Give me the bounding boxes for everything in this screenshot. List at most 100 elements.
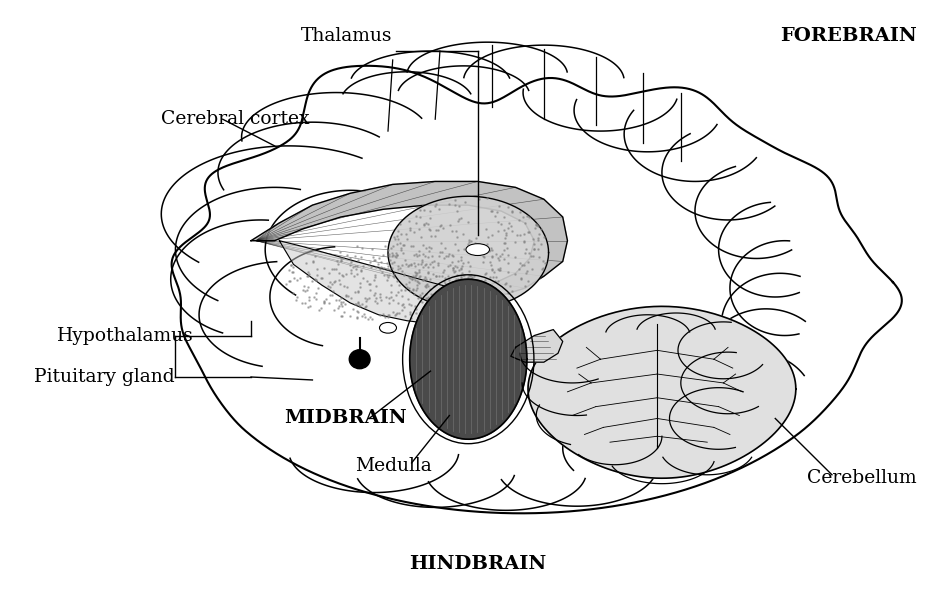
Point [353, 302, 368, 311]
Point [373, 262, 388, 271]
Point [340, 282, 355, 292]
Point [313, 274, 328, 283]
Point [498, 233, 513, 242]
Point [431, 285, 447, 295]
Point [416, 206, 431, 215]
Point [431, 296, 447, 306]
Point [401, 299, 416, 309]
Point [412, 292, 428, 301]
Point [420, 281, 435, 290]
Point [432, 247, 447, 256]
Point [450, 217, 465, 226]
Point [497, 238, 512, 248]
Point [533, 224, 548, 233]
Point [485, 206, 500, 216]
Point [289, 275, 305, 285]
Point [392, 238, 407, 248]
Point [509, 230, 524, 240]
Point [415, 249, 430, 258]
Point [408, 275, 423, 285]
Point [450, 245, 465, 254]
Point [368, 296, 383, 306]
Point [443, 304, 458, 313]
Point [479, 268, 494, 278]
Point [382, 255, 397, 264]
Ellipse shape [466, 244, 489, 255]
Point [395, 248, 411, 258]
Text: Hypothalamus: Hypothalamus [58, 327, 194, 345]
Point [329, 295, 344, 305]
Point [438, 278, 453, 287]
Point [417, 252, 432, 261]
Point [476, 298, 491, 307]
Point [525, 251, 540, 261]
Point [337, 281, 352, 290]
Point [402, 260, 417, 269]
Point [456, 270, 471, 280]
Point [375, 267, 390, 276]
Point [354, 266, 369, 276]
Point [407, 273, 422, 283]
Point [486, 293, 501, 302]
Point [490, 290, 505, 300]
Point [452, 283, 467, 293]
Point [480, 296, 495, 306]
Polygon shape [171, 66, 902, 513]
Point [286, 262, 301, 271]
Point [380, 312, 395, 321]
Point [348, 264, 363, 274]
Point [503, 282, 518, 291]
Point [413, 260, 429, 269]
Point [379, 270, 394, 279]
Point [380, 310, 395, 320]
Point [308, 276, 324, 285]
Point [457, 198, 472, 207]
Point [446, 263, 461, 272]
Text: Cerebellum: Cerebellum [807, 469, 917, 486]
Point [517, 236, 532, 246]
Point [534, 264, 550, 274]
Point [412, 251, 427, 260]
Point [407, 251, 422, 260]
Point [491, 226, 506, 236]
Point [493, 263, 508, 273]
Point [455, 261, 470, 270]
Point [413, 232, 429, 241]
Point [407, 258, 422, 268]
Point [421, 295, 436, 304]
Point [536, 232, 552, 242]
Point [422, 259, 437, 268]
Point [320, 281, 335, 290]
Point [394, 245, 409, 255]
Point [452, 288, 467, 298]
Point [393, 263, 408, 273]
Point [517, 282, 533, 291]
Point [347, 261, 362, 270]
Point [419, 294, 434, 304]
Point [437, 286, 452, 295]
Point [430, 300, 446, 309]
Point [428, 225, 443, 235]
Point [411, 259, 426, 268]
Point [373, 257, 388, 267]
Point [467, 289, 482, 298]
Point [386, 273, 401, 282]
Point [512, 264, 527, 274]
Point [297, 286, 312, 296]
Point [464, 270, 479, 280]
Point [342, 311, 358, 321]
Point [532, 229, 547, 239]
Point [497, 225, 512, 234]
Point [418, 290, 433, 299]
Point [455, 298, 470, 307]
Point [408, 301, 423, 310]
Point [345, 305, 360, 314]
Point [350, 269, 365, 279]
Point [367, 255, 382, 265]
Point [427, 256, 442, 266]
Point [396, 302, 412, 312]
Point [461, 270, 476, 279]
Point [417, 281, 432, 290]
Point [409, 280, 424, 289]
Point [285, 267, 300, 276]
